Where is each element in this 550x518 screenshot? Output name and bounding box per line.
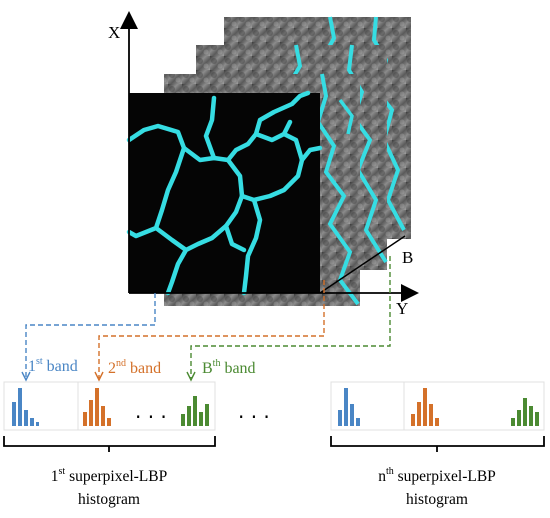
hist1-band2-bars: [83, 388, 111, 426]
hist1-band1-bars: [12, 388, 39, 426]
histogram-nth: [338, 388, 539, 426]
histn-band1-bars: [338, 388, 360, 426]
connector-first-band: [25, 293, 156, 378]
bracket-first: [3, 436, 216, 447]
histogram-first: · · ·: [12, 388, 209, 429]
band-connectors: [21, 256, 391, 382]
x-axis-label: X: [108, 23, 120, 42]
band-axis-line: [319, 235, 406, 294]
brackets: [3, 436, 545, 452]
captions: 1st superpixel-LBP histogram nth superpi…: [51, 466, 496, 508]
band-label-last: Bth band: [202, 358, 256, 377]
ellipsis-superpixels: · · ·: [238, 405, 270, 429]
caption-nth-line1: nth superpixel-LBP: [378, 466, 496, 485]
caption-nth-line2: histogram: [406, 491, 468, 508]
histn-bandB-bars: [511, 398, 539, 426]
band-stack: [126, 16, 411, 306]
band-labels: 1st band 2nd band Bth band: [28, 356, 256, 377]
histn-band2-bars: [411, 388, 439, 426]
connector-second-band: [98, 280, 325, 378]
histogram-frames: [3, 381, 545, 431]
ellipsis-bands: · · ·: [135, 405, 167, 429]
band-label-first: 1st band: [28, 356, 78, 375]
band-image-front: [126, 90, 323, 296]
bracket-nth: [330, 436, 545, 447]
axes: X Y B: [108, 11, 419, 318]
y-axis-label: Y: [396, 299, 408, 318]
band-axis-label: B: [402, 248, 413, 267]
caption-first-line2: histogram: [78, 491, 140, 508]
band-label-second: 2nd band: [108, 358, 161, 377]
hist1-bandB-bars: [181, 396, 209, 426]
connector-last-band: [190, 256, 391, 378]
caption-first-line1: 1st superpixel-LBP: [51, 466, 167, 485]
